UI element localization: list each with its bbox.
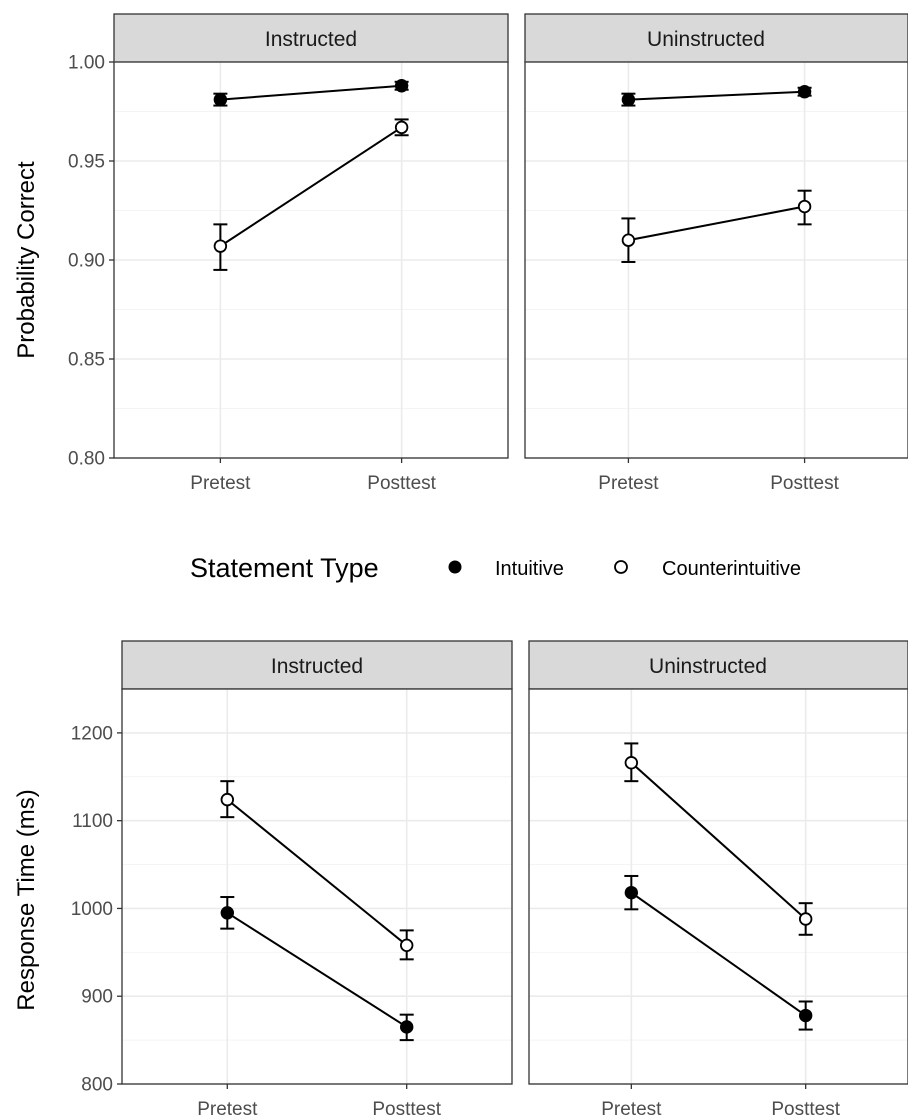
data-point [623,234,635,246]
x-tick-label: Posttest [771,1099,840,1118]
data-point [625,886,637,898]
x-tick-label: Posttest [770,473,839,494]
strip-label-instructed: Instructed [265,28,357,51]
y-tick-label: 0.90 [68,251,105,272]
x-tick-label: Pretest [190,473,251,494]
y-axis-title-response-time: Response Time (ms) [13,789,40,1010]
data-point [799,1009,811,1021]
y-tick-label: 800 [81,1075,113,1096]
data-point [798,86,810,98]
data-point [622,93,634,105]
y-tick-label: 1200 [71,723,113,744]
legend-label-counterintuitive: Counterintuitive [662,558,801,580]
x-tick-label: Pretest [601,1099,662,1118]
data-point [626,757,638,769]
x-tick-label: Pretest [598,473,659,494]
y-axis-title-probability: Probability Correct [13,161,40,359]
y-tick-label: 1100 [72,811,113,832]
data-point [800,913,812,925]
panel-instructed-probability: Instructed Pretest Posttest [114,14,508,494]
panel-uninstructed-probability: Uninstructed Pretest Posttest [525,14,908,494]
data-point [215,240,227,252]
response-time-chart: Response Time (ms) 800 900 1000 1100 1200 In… [13,641,908,1118]
data-point [401,940,413,952]
y-tick-label: 0.80 [68,449,105,470]
strip-label-uninstructed: Uninstructed [647,28,765,51]
y-tick-label: 900 [81,987,113,1008]
y-ticks-response-time: 800 900 1000 1100 1200 [71,723,122,1095]
x-tick-label: Posttest [372,1099,441,1118]
x-tick-label: Pretest [197,1099,258,1118]
panel-instructed-response-time: Instructed Pretest Posttest [122,641,512,1118]
y-ticks-probability: 0.80 0.85 0.90 0.95 1.00 [68,53,114,470]
legend-marker-intuitive [449,561,462,574]
x-tick-label: Posttest [367,473,436,494]
data-point [395,80,407,92]
data-point [214,93,226,105]
y-tick-label: 0.95 [68,152,105,173]
strip-label-uninstructed: Uninstructed [649,655,767,678]
data-point [221,907,233,919]
legend-marker-counterintuitive [615,561,627,573]
y-tick-label: 1000 [71,899,113,920]
legend-label-intuitive: Intuitive [495,558,564,580]
y-tick-label: 1.00 [68,53,105,74]
data-point [799,201,811,213]
strip-label-instructed: Instructed [271,655,363,678]
data-point [401,1021,413,1033]
probability-correct-chart: Probability Correct 0.80 0.85 0.90 0.95 1.00… [13,14,908,494]
panel-uninstructed-response-time: Uninstructed Pretest Posttest [529,641,908,1118]
data-point [396,122,408,134]
legend: Statement Type Intuitive Counterintuitiv… [190,553,801,583]
data-point [222,794,234,806]
panel-background [122,689,512,1084]
y-tick-label: 0.85 [68,350,105,371]
panel-background [529,689,908,1084]
legend-title: Statement Type [190,553,379,583]
